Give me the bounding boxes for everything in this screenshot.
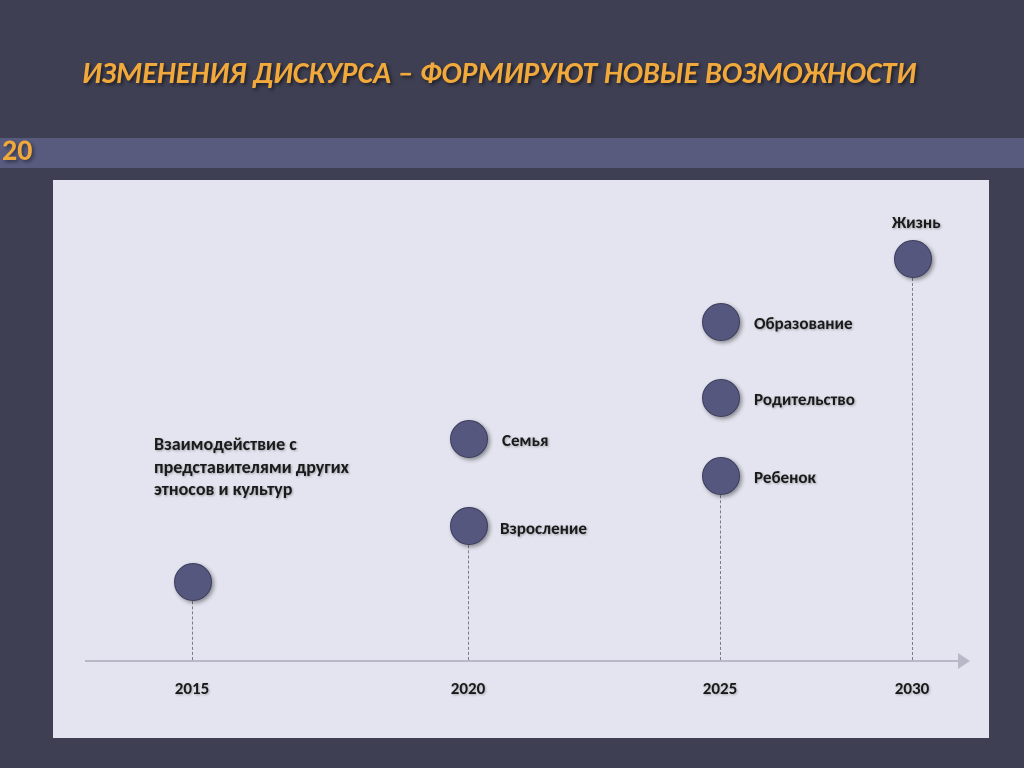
label-2020-1: Взросление <box>500 518 587 539</box>
label-2025-3: Образование <box>754 313 853 334</box>
label-2025-2: Родительство <box>754 389 855 410</box>
x-tick-2020: 2020 <box>451 678 485 699</box>
page-number-bar <box>0 138 1024 168</box>
node-2025-2 <box>702 379 740 417</box>
drop-line-2025 <box>720 475 721 660</box>
node-2025-3 <box>702 303 740 341</box>
page-number: 20 <box>2 132 32 169</box>
node-2020-1 <box>450 507 488 545</box>
slide-title: ИЗМЕНЕНИЯ ДИСКУРСА – ФОРМИРУЮТ НОВЫЕ ВОЗ… <box>82 55 916 92</box>
label-2020-2: Семья <box>502 430 548 451</box>
plot-panel: 2015 2020 2025 2030 Взросление Семья Реб… <box>53 180 989 738</box>
x-tick-2030: 2030 <box>895 678 929 699</box>
label-2030-1: Жизнь <box>892 212 941 233</box>
node-2015-1 <box>174 563 212 601</box>
slide: ИЗМЕНЕНИЯ ДИСКУРСА – ФОРМИРУЮТ НОВЫЕ ВОЗ… <box>0 0 1024 768</box>
x-tick-2025: 2025 <box>703 678 737 699</box>
x-axis-line <box>85 660 960 662</box>
node-2025-1 <box>702 457 740 495</box>
node-2020-2 <box>450 420 488 458</box>
x-tick-2015: 2015 <box>175 678 209 699</box>
node-2030-1 <box>894 240 932 278</box>
drop-line-2020 <box>468 525 469 660</box>
side-text: Взаимодействие с представителями других … <box>154 433 384 501</box>
label-2025-1: Ребенок <box>754 467 816 488</box>
drop-line-2030 <box>912 258 913 660</box>
x-axis-arrow-icon <box>958 653 970 669</box>
